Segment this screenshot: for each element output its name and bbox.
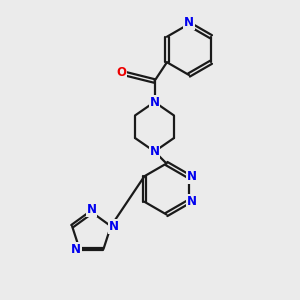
Text: N: N	[149, 145, 160, 158]
Text: N: N	[184, 16, 194, 29]
Text: N: N	[86, 202, 97, 216]
Text: N: N	[187, 170, 197, 183]
Text: O: O	[116, 65, 127, 79]
Text: N: N	[71, 242, 81, 256]
Text: N: N	[109, 220, 119, 233]
Text: N: N	[187, 195, 197, 208]
Text: N: N	[149, 95, 160, 109]
